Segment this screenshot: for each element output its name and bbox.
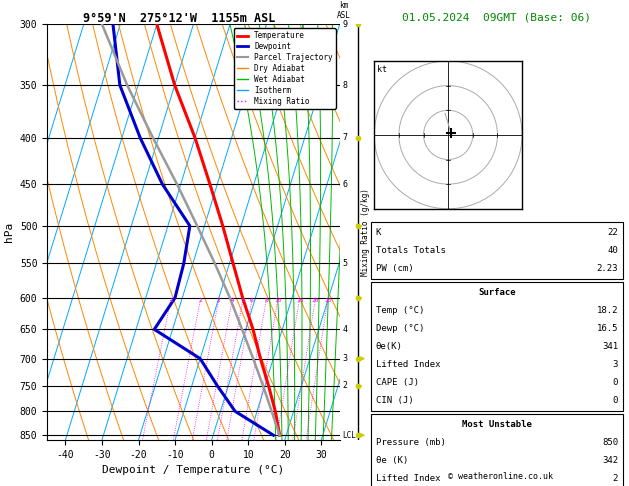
Text: PW (cm): PW (cm) [376,264,413,273]
Text: CAPE (J): CAPE (J) [376,378,419,387]
Text: 1: 1 [169,298,173,303]
Text: 2: 2 [613,474,618,483]
Text: K: K [376,228,381,237]
Text: Dewp (°C): Dewp (°C) [376,324,424,333]
Text: 9°59'N  275°12'W  1155m ASL: 9°59'N 275°12'W 1155m ASL [83,12,276,25]
Text: 2.23: 2.23 [597,264,618,273]
Text: 8: 8 [343,81,348,89]
Y-axis label: hPa: hPa [4,222,14,242]
Text: 342: 342 [602,456,618,465]
Text: LCL: LCL [343,431,357,440]
Bar [370,223,623,279]
Text: © weatheronline.co.uk: © weatheronline.co.uk [448,472,552,481]
Text: km
ASL: km ASL [337,1,351,20]
Text: 9: 9 [343,20,348,29]
Text: 10: 10 [274,298,282,303]
Bar [370,414,623,486]
Text: Mixing Ratio (g/kg): Mixing Ratio (g/kg) [362,188,370,276]
Text: 6: 6 [250,298,254,303]
Text: 4: 4 [343,325,348,334]
Text: 18.2: 18.2 [597,306,618,315]
Bar [370,282,623,411]
Text: 2: 2 [199,298,203,303]
Text: 3: 3 [217,298,221,303]
Text: 850: 850 [602,438,618,447]
Text: kt: kt [377,66,387,74]
Text: 6: 6 [343,180,348,189]
Text: 3: 3 [343,354,348,363]
Text: 15: 15 [296,298,303,303]
Text: 20: 20 [311,298,319,303]
Text: 3: 3 [613,360,618,369]
Text: Temp (°C): Temp (°C) [376,306,424,315]
Text: Lifted Index: Lifted Index [376,474,440,483]
Text: Totals Totals: Totals Totals [376,246,445,255]
Text: 40: 40 [608,246,618,255]
Text: 16.5: 16.5 [597,324,618,333]
Text: 0: 0 [613,378,618,387]
Text: CIN (J): CIN (J) [376,396,413,405]
Text: Surface: Surface [478,288,516,297]
Text: 0: 0 [613,396,618,405]
Text: 01.05.2024  09GMT (Base: 06): 01.05.2024 09GMT (Base: 06) [403,12,591,22]
Text: θe (K): θe (K) [376,456,408,465]
Text: 5: 5 [241,298,245,303]
Text: 4: 4 [230,298,234,303]
Text: 8: 8 [265,298,269,303]
Text: Pressure (mb): Pressure (mb) [376,438,445,447]
Legend: Temperature, Dewpoint, Parcel Trajectory, Dry Adiabat, Wet Adiabat, Isotherm, Mi: Temperature, Dewpoint, Parcel Trajectory… [233,28,336,109]
Text: θe(K): θe(K) [376,342,403,351]
Text: 2: 2 [343,382,348,390]
Text: 22: 22 [608,228,618,237]
Text: 341: 341 [602,342,618,351]
Text: Most Unstable: Most Unstable [462,420,532,429]
X-axis label: Dewpoint / Temperature (°C): Dewpoint / Temperature (°C) [103,465,284,475]
Text: 5: 5 [343,259,348,268]
Text: Lifted Index: Lifted Index [376,360,440,369]
Text: 7: 7 [343,133,348,142]
Text: 25: 25 [324,298,331,303]
